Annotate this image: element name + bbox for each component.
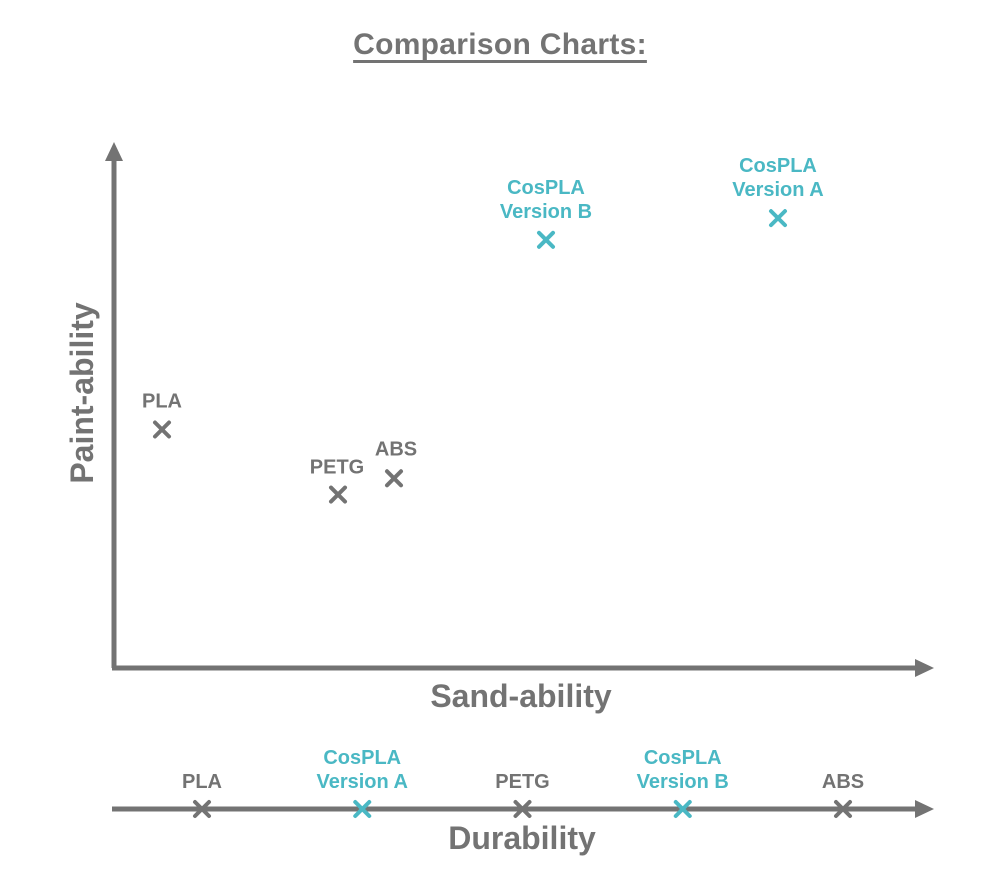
durability-label-pla-line: PLA (182, 771, 222, 793)
point-label-cospla-version-a-line: CosPLA (739, 155, 817, 177)
main-axes (105, 142, 934, 677)
durability-marker-abs (834, 800, 852, 818)
point-label-pla: PLA (142, 391, 182, 413)
durability-marker-petg (513, 800, 532, 818)
y-axis-title: Paint-ability (64, 302, 100, 484)
durability-axis (112, 800, 934, 818)
durability-label-pla: PLA (182, 771, 222, 793)
durability-label-petg-line: PETG (495, 771, 549, 793)
chart-title: Comparison Charts: (353, 28, 647, 61)
durability-label-petg: PETG (495, 771, 549, 793)
durability-label-abs: ABS (822, 771, 864, 793)
point-label-abs: ABS (375, 438, 417, 460)
x-axis-arrow (915, 659, 934, 677)
point-marker-abs (385, 469, 403, 488)
point-label-cospla-version-a: CosPLA Version A (732, 155, 824, 201)
durability-label-cospla-version-a-line: CosPLA (323, 747, 401, 769)
durability-marker-pla (193, 800, 211, 818)
point-label-petg: PETG (310, 457, 364, 479)
point-label-cospla-version-b: CosPLA Version B (500, 177, 592, 223)
durability-label-cospla-version-b: CosPLA Version B (637, 747, 729, 793)
durability-label-cospla-version-b-line: Version B (637, 771, 729, 793)
point-label-cospla-version-b-line: CosPLA (507, 177, 585, 199)
durability-marker-cospla-version-b (673, 800, 692, 818)
point-label-petg-line: PETG (310, 457, 364, 479)
durability-axis-arrow (915, 800, 934, 818)
x-axis-title: Sand-ability (430, 678, 612, 714)
durability-label-cospla-version-a: CosPLA Version A (316, 747, 408, 793)
durability-marker-cospla-version-a (353, 800, 372, 818)
point-marker-cospla-version-a (769, 209, 787, 228)
y-axis-arrow (105, 142, 123, 161)
point-label-cospla-version-b-line: Version B (500, 201, 592, 223)
point-marker-cospla-version-b (537, 230, 555, 249)
point-label-pla-line: PLA (142, 391, 182, 413)
point-label-cospla-version-a-line: Version A (732, 179, 824, 201)
durability-axis-title: Durability (448, 820, 596, 856)
durability-label-abs-line: ABS (822, 771, 864, 793)
point-marker-pla (153, 420, 171, 439)
durability-label-cospla-version-b-line: CosPLA (644, 747, 722, 769)
point-marker-petg (329, 485, 347, 504)
point-label-abs-line: ABS (375, 438, 417, 460)
durability-label-cospla-version-a-line: Version A (316, 771, 408, 793)
